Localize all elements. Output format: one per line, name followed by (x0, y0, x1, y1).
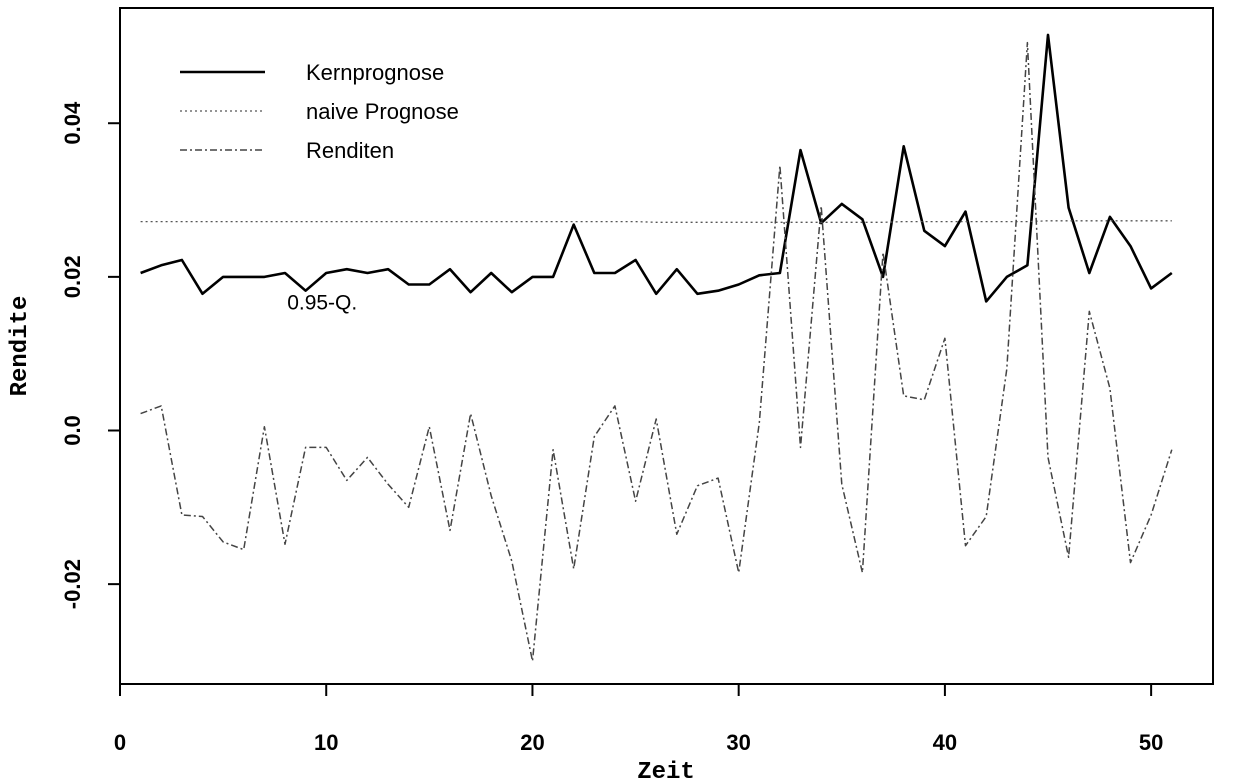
legend-label-2: naive Prognose (306, 99, 459, 124)
x-tick-label: 20 (520, 730, 544, 755)
x-tick-label: 30 (726, 730, 750, 755)
x-axis-title: Zeit (637, 759, 695, 782)
series-layer (140, 33, 1173, 662)
annotation-layer: 0.95-Q. (287, 291, 357, 314)
series-line-3 (140, 41, 1173, 662)
x-tick-label: 40 (933, 730, 957, 755)
x-tick-label: 50 (1139, 730, 1163, 755)
y-tick-label: 0.02 (60, 255, 85, 298)
plot-frame (119, 7, 1214, 685)
axis-layer: 0 10 20 30 40 50 -0.02 0.0 0.02 0.04 (60, 101, 1163, 755)
y-tick-label: -0.02 (60, 559, 85, 609)
y-tick-label: 0.04 (60, 101, 85, 145)
y-axis-title: Rendite (7, 296, 34, 397)
x-tick-label: 10 (314, 730, 338, 755)
legend-label-1: Kernprognose (306, 60, 444, 85)
legend-label-3: Renditen (306, 138, 394, 163)
x-tick-label: 0 (114, 730, 126, 755)
legend: Kernprognose naive Prognose Renditen (180, 60, 459, 163)
annotation-label: 0.95-Q. (287, 291, 357, 314)
y-tick-label: 0.0 (60, 415, 85, 446)
series-line-1 (140, 33, 1173, 303)
series-line-2 (140, 220, 1172, 223)
